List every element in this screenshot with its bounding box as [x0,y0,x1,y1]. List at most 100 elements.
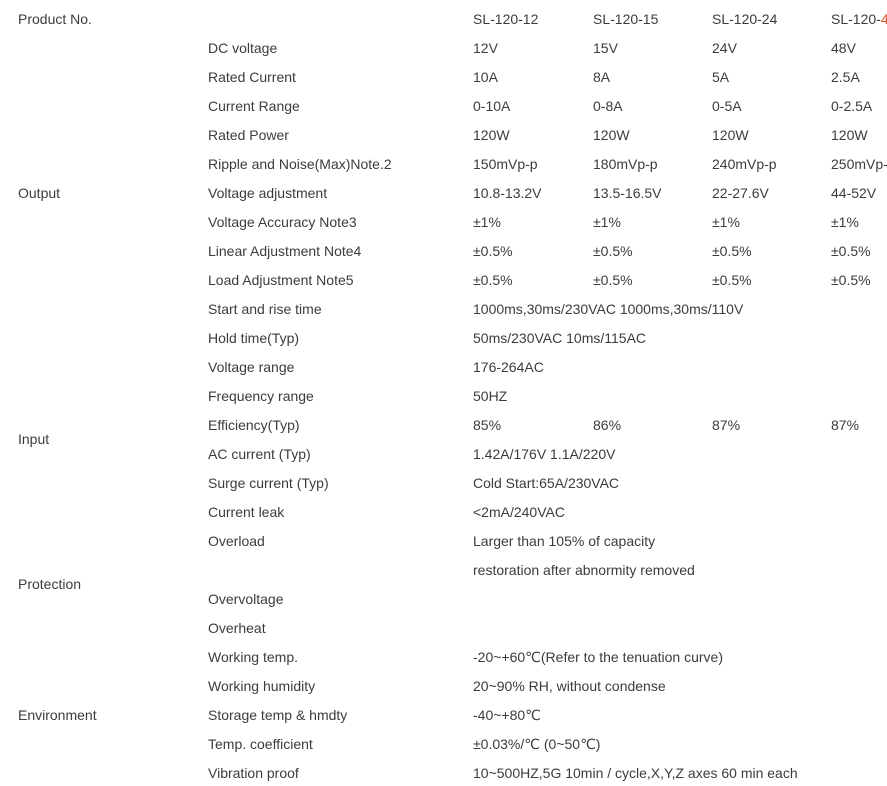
param-label: Ripple and Noise(Max)Note.2 [208,156,392,172]
table-row-voltage-range: Voltage range 176-264AC [0,353,887,382]
table-row-overheat: Overheat [0,614,887,643]
table-row-start-rise-time: Start and rise time 1000ms,30ms/230VAC 1… [0,295,887,324]
table-row-rated-power: Rated Power 120W 120W 120W 120W [0,121,887,150]
param-label: Linear Adjustment Note4 [208,243,362,259]
header-row: SL-120-12 SL-120-15 SL-120-24 SL-120-48 [0,5,887,34]
table-row-surge-current: Surge current (Typ) Cold Start:65A/230VA… [0,469,887,498]
value-cell: ±0.5% [473,243,513,259]
value-cell: 44-52V [831,185,877,201]
value-cell: 180mVp-p [593,156,658,172]
value-cell: ±0.5% [831,243,871,259]
value-cell: 10~500HZ,5G 10min / cycle,X,Y,Z axes 60 … [473,765,798,781]
table-row-frequency-range: Frequency range 50HZ [0,382,887,411]
value-cell: 48V [831,40,856,56]
table-row-working-humidity: Working humidity 20~90% RH, without cond… [0,672,887,701]
value-cell: ±0.5% [831,272,871,288]
param-label: Voltage adjustment [208,185,328,201]
value-cell: 50HZ [473,388,508,404]
value-cell: 10A [473,69,498,85]
table-row-temp-coefficient: Temp. coefficient ±0.03%/℃ (0~50℃) [0,730,887,759]
value-cell: 87% [712,417,741,433]
value-cell: 10.8-13.2V [473,185,542,201]
value-cell: ±0.5% [593,272,633,288]
param-label: Storage temp & hmdty [208,707,348,723]
value-cell: ±0.03%/℃ (0~50℃) [473,736,601,752]
param-label: Working humidity [208,678,316,694]
table-row-working-temp: Working temp. -20~+60℃(Refer to the tenu… [0,643,887,672]
value-cell: -20~+60℃(Refer to the tenuation curve) [473,649,723,665]
table-row-current-range: Current Range 0-10A 0-8A 0-5A 0-2.5A [0,92,887,121]
value-cell: ±0.5% [712,243,752,259]
table-row-voltage-adjustment: Voltage adjustment 10.8-13.2V 13.5-16.5V… [0,179,887,208]
table-row-overvoltage: Overvoltage [0,585,887,614]
value-cell: 5A [712,69,730,85]
value-cell: 0-2.5A [831,98,873,114]
value-cell: 8A [593,69,611,85]
value-cell: ±1% [473,214,501,230]
model-header-4-prefix: SL-120- [831,11,881,27]
value-cell: 22-27.6V [712,185,769,201]
param-label: Current Range [208,98,300,114]
value-cell: 120W [712,127,749,143]
value-cell: ±1% [712,214,740,230]
model-header-1: SL-120-12 [473,11,539,27]
table-row-overload-continued: restoration after abnormity removed [0,556,887,585]
value-cell: 15V [593,40,618,56]
value-cell: 0-8A [593,98,623,114]
value-cell: 20~90% RH, without condense [473,678,666,694]
value-cell: ±1% [593,214,621,230]
value-cell: 86% [593,417,622,433]
param-label: Hold time(Typ) [208,330,300,346]
param-label: Load Adjustment Note5 [208,272,354,288]
model-header-4: SL-120-48 [831,5,887,34]
param-label: Rated Current [208,69,296,85]
value-cell: 50ms/230VAC 10ms/115AC [473,330,647,346]
param-label: Start and rise time [208,301,322,317]
param-label: Vibration proof [208,765,299,781]
value-cell: 0-10A [473,98,511,114]
category-input: Input [18,431,50,447]
table-row-rated-current: Rated Current 10A 8A 5A 2.5A [0,63,887,92]
value-cell: restoration after abnormity removed [473,562,695,578]
value-cell: 24V [712,40,737,56]
value-cell: Larger than 105% of capacity [473,533,656,549]
param-label: AC current (Typ) [208,446,311,462]
table-row-ripple-noise: Ripple and Noise(Max)Note.2 150mVp-p 180… [0,150,887,179]
value-cell: ±1% [831,214,859,230]
table-row-hold-time: Hold time(Typ) 50ms/230VAC 10ms/115AC [0,324,887,353]
param-label: Efficiency(Typ) [208,417,300,433]
category-protection: Protection [18,576,82,592]
table-row-ac-current: AC current (Typ) 1.42A/176V 1.1A/220V [0,440,887,469]
value-cell: 120W [831,127,868,143]
table-row-linear-adjustment: Linear Adjustment Note4 ±0.5% ±0.5% ±0.5… [0,237,887,266]
value-cell: 176-264AC [473,359,544,375]
param-label: Voltage range [208,359,295,375]
value-cell: 85% [473,417,502,433]
category-environment: Environment [18,707,97,723]
param-label: Current leak [208,504,285,520]
value-cell: 250mVp-p [831,156,887,172]
table-row-current-leak: Current leak <2mA/240VAC [0,498,887,527]
param-label: Surge current (Typ) [208,475,329,491]
value-cell: <2mA/240VAC [473,504,565,520]
param-label: Working temp. [208,649,298,665]
table-row-dc-voltage: DC voltage 12V 15V 24V 48V [0,34,887,63]
value-cell: ±0.5% [593,243,633,259]
model-header-2: SL-120-15 [593,11,659,27]
value-cell: Cold Start:65A/230VAC [473,475,620,491]
model-header-3: SL-120-24 [712,11,778,27]
table-row-efficiency: Efficiency(Typ) 85% 86% 87% 87% [0,411,887,440]
value-cell: 0-5A [712,98,742,114]
param-label: Overload [208,533,265,549]
value-cell: 150mVp-p [473,156,538,172]
value-cell: 2.5A [831,69,860,85]
table-row-overload: Overload Larger than 105% of capacity [0,527,887,556]
param-label: Overheat [208,620,266,636]
value-cell: 120W [473,127,510,143]
table-row-voltage-accuracy: Voltage Accuracy Note3 ±1% ±1% ±1% ±1% [0,208,887,237]
table-row-load-adjustment: Load Adjustment Note5 ±0.5% ±0.5% ±0.5% … [0,266,887,295]
table-row-storage-temp: Storage temp & hmdty -40~+80℃ [0,701,887,730]
param-label: Rated Power [208,127,289,143]
param-label: Voltage Accuracy Note3 [208,214,357,230]
